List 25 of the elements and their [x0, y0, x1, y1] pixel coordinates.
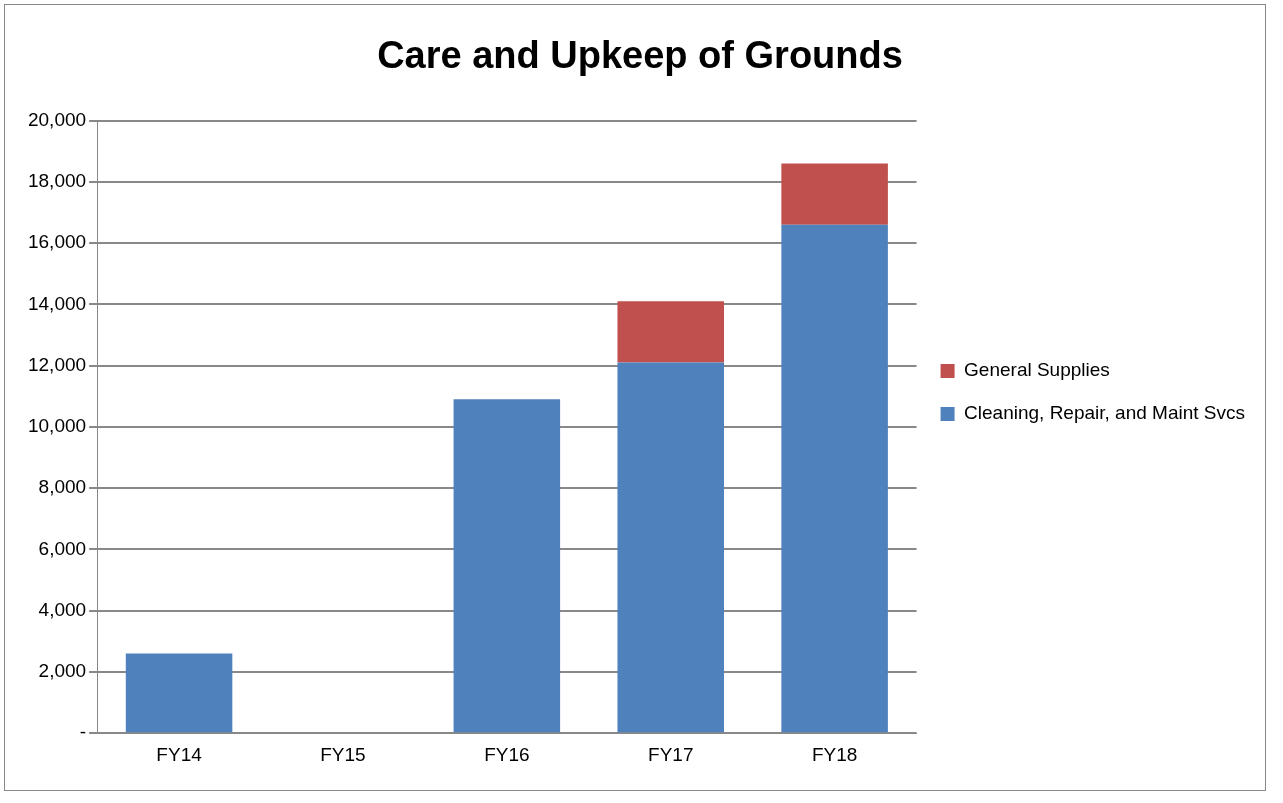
- y-tick-label: 12,000: [27, 353, 87, 375]
- bar: [617, 362, 724, 733]
- x-tick-label: FY15: [320, 743, 366, 765]
- y-tick-label: 20,000: [27, 108, 87, 130]
- bar: [125, 653, 233, 733]
- legend-label: Cleaning, Repair, and Maint Svcs: [964, 402, 1246, 424]
- y-tick-label: 16,000: [27, 231, 87, 253]
- chart-title: Care and Upkeep of Grounds: [377, 34, 903, 77]
- x-tick-label: FY17: [648, 743, 694, 765]
- bar: [453, 399, 561, 733]
- y-tick-label: 10,000: [27, 415, 87, 437]
- y-tick-label: 2,000: [38, 660, 87, 682]
- legend-label: General Supplies: [964, 359, 1110, 381]
- y-tick-label: 8,000: [38, 476, 87, 498]
- bar: [781, 224, 888, 733]
- y-tick-label: 4,000: [38, 598, 87, 620]
- x-tick-label: FY18: [811, 743, 858, 765]
- y-tick-label: 6,000: [38, 537, 87, 559]
- y-tick-label: -: [79, 721, 87, 743]
- bar: [781, 163, 888, 225]
- x-tick-label: FY14: [156, 743, 203, 765]
- bar: [617, 301, 724, 363]
- y-tick-label: 18,000: [27, 170, 87, 192]
- x-tick-label: FY16: [484, 743, 530, 765]
- y-tick-label: 14,000: [27, 292, 87, 314]
